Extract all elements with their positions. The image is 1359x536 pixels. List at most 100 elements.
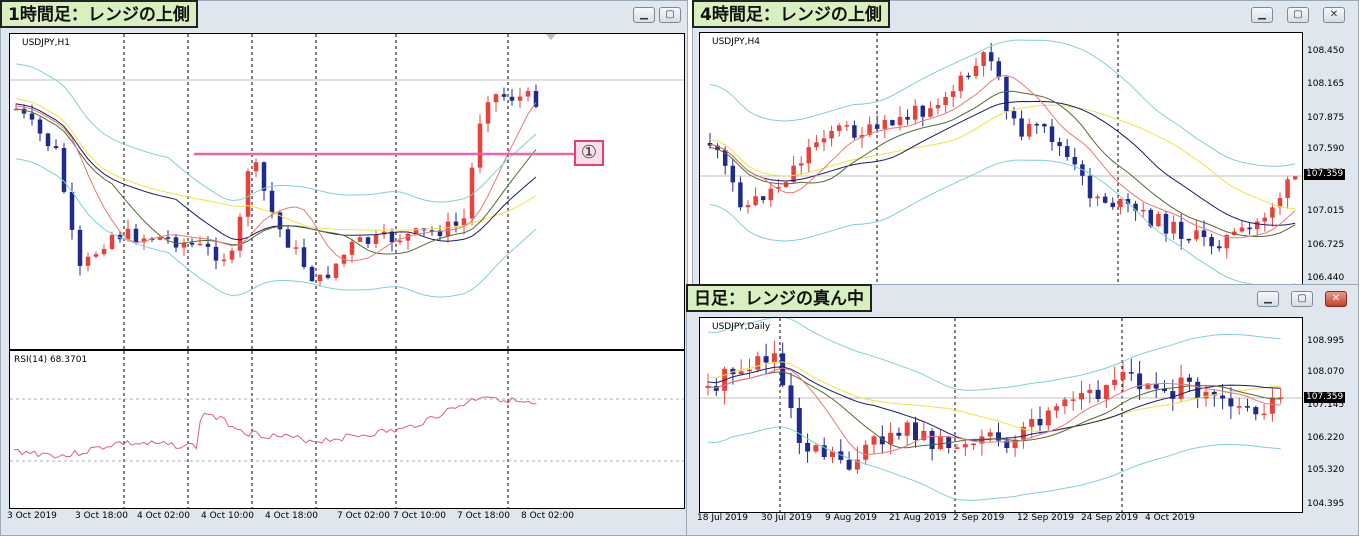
candle-body bbox=[1163, 213, 1169, 234]
candle-body bbox=[929, 430, 935, 450]
candle-body bbox=[1102, 196, 1108, 203]
candle-body bbox=[197, 243, 203, 246]
ma-yellow bbox=[15, 98, 537, 231]
candle-body bbox=[879, 436, 885, 445]
candle-body bbox=[373, 234, 379, 244]
h4-titlebar[interactable]: 4時間足：レンジの上側 ▁ ▢ ✕ bbox=[692, 0, 1358, 28]
axis-tick-label: 107.145 bbox=[1307, 400, 1345, 410]
candle-body bbox=[760, 196, 766, 201]
candle-body bbox=[1029, 418, 1035, 427]
symbol-label: USDJPY,Daily bbox=[712, 322, 771, 332]
candle-body bbox=[905, 116, 910, 120]
axis-tick-label: 4 Oct 02:00 bbox=[137, 511, 190, 521]
axis-tick-label: 108.165 bbox=[1307, 79, 1345, 89]
candle-body bbox=[1095, 389, 1101, 399]
candle-body bbox=[763, 356, 769, 363]
candle-body bbox=[1216, 246, 1222, 249]
h4-price-plot[interactable]: USDJPY,H4 bbox=[699, 32, 1303, 287]
candle-body bbox=[1236, 406, 1242, 408]
candle-body bbox=[1140, 209, 1146, 212]
candle-body bbox=[1045, 410, 1051, 426]
candle-body bbox=[971, 443, 977, 446]
daily-window-title: 日足：レンジの真ん中 bbox=[686, 284, 872, 312]
candle-body bbox=[413, 228, 419, 234]
maximize-button[interactable]: ▢ bbox=[1287, 7, 1309, 23]
candle-body bbox=[814, 142, 819, 148]
candle-body bbox=[771, 353, 777, 363]
candle-body bbox=[1037, 418, 1043, 426]
candle-body bbox=[1247, 227, 1252, 230]
candle-body bbox=[943, 96, 948, 106]
candle-body bbox=[13, 108, 19, 111]
candle-body bbox=[1285, 179, 1290, 199]
candle-body bbox=[45, 133, 51, 147]
candle-body bbox=[1220, 395, 1226, 399]
candle-body bbox=[1224, 235, 1230, 249]
minimize-button[interactable]: ▁ bbox=[1251, 7, 1273, 23]
candle-body bbox=[1148, 209, 1154, 227]
candle-body bbox=[37, 119, 43, 134]
ma-olive bbox=[707, 371, 1281, 449]
close-button[interactable]: ✕ bbox=[1323, 7, 1345, 23]
candle-body bbox=[1070, 399, 1076, 401]
maximize-button[interactable]: ▢ bbox=[1291, 291, 1313, 307]
candle-body bbox=[1004, 440, 1010, 448]
candle-body bbox=[1118, 199, 1123, 208]
candle-body bbox=[1133, 203, 1138, 211]
candle-body bbox=[1064, 146, 1070, 157]
axis-tick-label: 108.995 bbox=[1307, 336, 1345, 346]
h1-titlebar[interactable]: 1時間足：レンジの上側 ▁ ▢ bbox=[0, 0, 687, 28]
candle-body bbox=[904, 422, 910, 436]
ma-navy bbox=[15, 103, 537, 242]
axis-tick-label: 3 Oct 18:00 bbox=[75, 511, 128, 521]
candle-body bbox=[1110, 202, 1116, 208]
candle-body bbox=[85, 256, 91, 266]
candle-body bbox=[21, 108, 27, 114]
close-button[interactable]: ✕ bbox=[1325, 291, 1347, 307]
candle-body bbox=[829, 130, 834, 139]
h1-chart-window[interactable]: 1時間足：レンジの上側 ▁ ▢ USDJPY,H1 ① RSI(14) 68.3… bbox=[0, 0, 688, 536]
bollinger-lower bbox=[709, 159, 1296, 286]
h1-price-plot[interactable]: USDJPY,H1 bbox=[9, 33, 685, 350]
candle-body bbox=[453, 221, 459, 226]
daily-titlebar[interactable]: 日足：レンジの真ん中 ▁ ▢ ✕ bbox=[686, 284, 1358, 312]
candle-body bbox=[237, 216, 243, 251]
candle-body bbox=[830, 451, 835, 458]
candle-body bbox=[821, 445, 827, 458]
candle-body bbox=[277, 212, 283, 230]
candle-body bbox=[1079, 393, 1084, 400]
candle-body bbox=[101, 248, 107, 255]
axis-tick-label: 106.440 bbox=[1307, 273, 1345, 283]
candle-body bbox=[755, 356, 761, 370]
daily-price-plot[interactable]: USDJPY,Daily bbox=[699, 317, 1303, 513]
candle-body bbox=[1245, 406, 1250, 408]
candle-body bbox=[93, 254, 99, 257]
candle-body bbox=[1178, 377, 1184, 399]
minimize-button[interactable]: ▁ bbox=[1257, 291, 1279, 307]
minimize-button[interactable]: ▁ bbox=[633, 7, 655, 23]
candle-body bbox=[301, 247, 307, 267]
candle-body bbox=[485, 102, 491, 124]
daily-chart-window[interactable]: 日足：レンジの真ん中 ▁ ▢ ✕ USDJPY,Daily 108.995 108… bbox=[686, 284, 1359, 536]
h4-chart-window[interactable]: 4時間足：レンジの上側 ▁ ▢ ✕ USDJPY,H4 108.450 108.1… bbox=[692, 0, 1359, 290]
candle-body bbox=[1195, 381, 1201, 399]
axis-tick-label: 107.590 bbox=[1307, 144, 1345, 154]
ma-pink bbox=[15, 102, 537, 262]
candle-body bbox=[966, 75, 971, 78]
candle-body bbox=[189, 242, 195, 245]
h1-rsi-plot[interactable]: RSI(14) 68.3701 bbox=[9, 350, 685, 509]
candle-body bbox=[1057, 141, 1062, 147]
candle-body bbox=[357, 237, 363, 242]
ma-navy bbox=[707, 366, 1281, 441]
axis-tick-label: 106.220 bbox=[1307, 433, 1345, 443]
candle-body bbox=[897, 116, 903, 126]
candle-body bbox=[469, 167, 475, 219]
candle-body bbox=[705, 385, 711, 388]
h1-candles-svg bbox=[10, 34, 684, 349]
candle-body bbox=[1186, 377, 1192, 382]
axis-tick-label: 18 Jul 2019 bbox=[697, 513, 748, 523]
candle-body bbox=[125, 228, 131, 240]
maximize-button[interactable]: ▢ bbox=[659, 7, 681, 23]
candle-body bbox=[838, 451, 844, 460]
candle-body bbox=[1034, 123, 1040, 126]
